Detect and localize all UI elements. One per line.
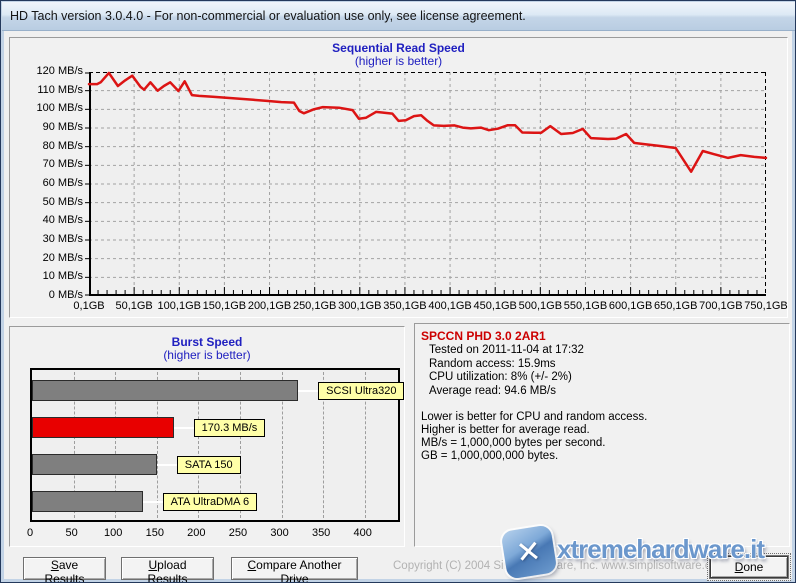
average-read-line: Average read: 94.6 MB/s [429, 384, 556, 397]
tested-on-line: Tested on 2011-11-04 at 17:32 [429, 344, 584, 356]
bar-label-connector [298, 390, 319, 392]
burst-bar-measured [32, 417, 174, 438]
compare-another-drive-button[interactable]: Compare Another Drive [231, 557, 358, 582]
upload-results-button[interactable]: Upload Results [121, 557, 214, 582]
burst-speed-bar-chart: SCSI Ultra320 170.3 MB/s SATA 150 ATA Ultra… [30, 368, 405, 522]
save-results-button[interactable]: Save Results [23, 557, 106, 582]
burst-gridline [156, 372, 158, 518]
read-speed-line [87, 71, 768, 173]
bar-label-connector [156, 464, 177, 466]
sequential-read-plot [85, 71, 768, 296]
done-button[interactable]: Done [710, 556, 788, 578]
window-title: HD Tach version 3.0.4.0 - For non-commer… [10, 9, 526, 23]
title-bar[interactable]: HD Tach version 3.0.4.0 - For non-commer… [2, 2, 795, 31]
note-higher-better: Higher is better for average read. [421, 424, 590, 436]
bar-value-label: ATA UltraDMA 6 [162, 493, 258, 511]
sequential-chart-title: Sequential Read Speed [332, 41, 465, 55]
note-mbs-definition: MB/s = 1,000,000 bytes per second. [421, 437, 606, 449]
burst-gridline [281, 372, 283, 518]
bar-label-connector [173, 427, 194, 429]
burst-gridline [198, 372, 200, 518]
burst-gridline [115, 372, 117, 518]
bar-value-label: SCSI Ultra320 [318, 382, 405, 400]
bar-label-connector [142, 501, 163, 503]
bar-value-label: SATA 150 [176, 456, 241, 474]
cpu-utilization-line: CPU utilization: 8% (+/- 2%) [429, 371, 572, 383]
burst-gridline [239, 372, 241, 518]
sequential-read-line-chart [85, 71, 768, 296]
sequential-chart-subtitle: (higher is better) [354, 54, 443, 68]
burst-bar-reference [32, 380, 299, 401]
note-gb-definition: GB = 1,000,000,000 bytes. [421, 450, 559, 462]
drive-info-panel: SPCCN PHD 3.0 2AR1 Tested on 2011-11-04 … [414, 323, 790, 547]
burst-bar-reference [32, 491, 143, 512]
bar-value-label: 170.3 MB/s [193, 419, 266, 437]
burst-bar-reference [32, 454, 157, 475]
burst-chart-title: Burst Speed [171, 335, 243, 349]
copyright-text: Copyright (C) 2004 Simpli Software, Inc.… [393, 560, 727, 572]
burst-gridline [323, 372, 325, 518]
note-lower-better: Lower is better for CPU and random acces… [421, 411, 648, 423]
burst-gridline [73, 372, 75, 518]
burst-gridline [364, 372, 366, 518]
random-access-line: Random access: 15.9ms [429, 357, 556, 370]
drive-name: SPCCN PHD 3.0 2AR1 [421, 329, 546, 343]
burst-chart-subtitle: (higher is better) [163, 348, 251, 362]
done-button-focus-rect: Done [707, 553, 791, 581]
